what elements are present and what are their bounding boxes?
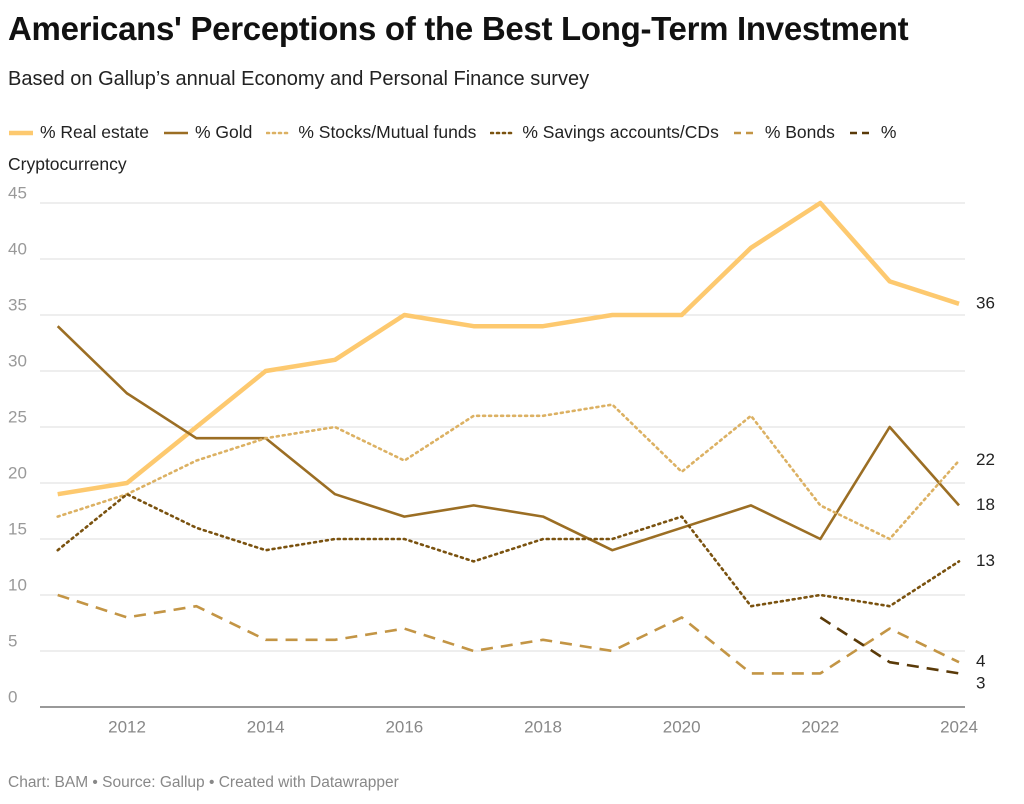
y-tick-label: 20 (8, 463, 27, 482)
footer: Chart: BAM • Source: Gallup • Created wi… (8, 774, 399, 791)
x-tick-label: 2024 (940, 717, 978, 736)
legend-swatch (163, 132, 188, 135)
x-tick-label: 2016 (385, 717, 423, 736)
y-tick-label: 35 (8, 295, 27, 314)
legend-swatch (9, 131, 33, 136)
y-tick-label: 10 (8, 575, 27, 594)
chart-subtitle: Based on Gallup’s annual Economy and Per… (8, 68, 590, 90)
legend-item: % Real estate (8, 122, 149, 142)
y-tick-label: 30 (8, 351, 27, 370)
series-line (56, 403, 961, 541)
legend-item: % Savings accounts/CDs (490, 122, 719, 142)
legend-item: % Bonds (733, 122, 835, 142)
y-tick-label: 15 (8, 519, 27, 538)
y-tick-label: 25 (8, 407, 27, 426)
legend-label: % Gold (194, 122, 253, 142)
y-tick-label: 40 (8, 239, 27, 258)
end-label: 3 (976, 674, 985, 693)
series-line (819, 616, 960, 675)
series-line (56, 325, 960, 552)
legend-label: % Stocks/Mutual funds (298, 122, 477, 142)
legend: % Real estate % Gold % Stocks/Mutual funds… (8, 116, 998, 180)
legend-swatch (266, 132, 293, 135)
legend-item: % Cryptocurrency (8, 122, 896, 174)
series-line (57, 593, 960, 675)
end-label: 22 (976, 450, 995, 469)
legend-swatch (849, 132, 874, 135)
end-label: 18 (976, 495, 995, 514)
x-tick-label: 2018 (524, 717, 562, 736)
legend-item: % Gold (163, 122, 252, 142)
x-tick-label: 2014 (247, 717, 285, 736)
chart-title: Americans' Perceptions of the Best Long-… (8, 10, 909, 47)
legend-label: % Savings accounts/CDs (522, 122, 719, 142)
y-tick-label: 45 (8, 183, 27, 202)
legend-swatch (733, 132, 758, 135)
y-tick-label: 0 (8, 687, 17, 706)
x-tick-label: 2020 (663, 717, 701, 736)
legend-item: % Stocks/Mutual funds (266, 122, 476, 142)
end-label: 36 (976, 293, 995, 312)
legend-swatch (490, 132, 517, 135)
chart: 0 5 10 15 20 25 30 35 40 45 2012 2014 2016 2018 2020 20… (8, 183, 995, 736)
end-label: 13 (976, 551, 995, 570)
y-tick-label: 5 (8, 631, 17, 650)
legend-label: % Cryptocurrency (8, 122, 897, 174)
x-tick-label: 2012 (108, 717, 146, 736)
series-line (56, 492, 961, 608)
legend-label: % Real estate (40, 122, 149, 142)
x-tick-label: 2022 (801, 717, 839, 736)
end-label: 4 (976, 652, 985, 671)
legend-label: % Bonds (764, 122, 835, 142)
series-line (57, 200, 960, 497)
